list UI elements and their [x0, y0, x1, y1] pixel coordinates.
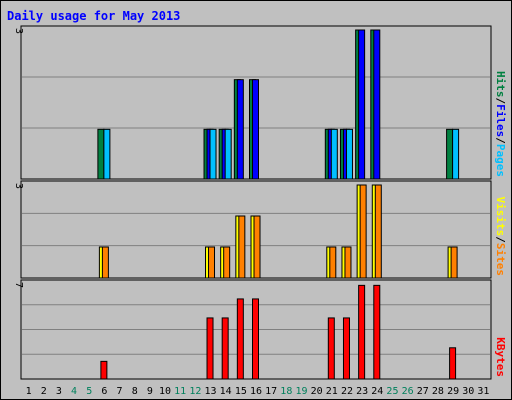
bar-kbytes-day-6 [100, 360, 108, 380]
bar-sites-day-23 [359, 184, 367, 279]
bar-sites-day-22 [344, 246, 352, 279]
bar-kbytes-day-24 [373, 284, 381, 380]
x-tick-label-day-11: 11 [174, 386, 186, 397]
bar-kbytes-day-21 [327, 317, 335, 380]
bar-sites-day-14 [223, 246, 231, 279]
bar-pages-day-22 [345, 128, 353, 180]
chart-title: Daily usage for May 2013 [7, 9, 180, 23]
bar-pages-day-29 [452, 128, 460, 180]
x-tick-label-day-23: 23 [356, 386, 368, 397]
x-tick-label-day-1: 1 [26, 386, 32, 397]
legend-kbytes: KBytes [494, 337, 507, 377]
legend-files: Files [494, 104, 507, 137]
bar-sites-day-24 [374, 184, 382, 279]
x-tick-label-day-14: 14 [220, 386, 232, 397]
x-tick-label-day-24: 24 [371, 386, 383, 397]
x-tick-label-day-25: 25 [386, 386, 398, 397]
x-tick-label-day-31: 31 [477, 386, 489, 397]
legend-separator: / [494, 98, 507, 105]
panel-kbytes: 7 KBytes [13, 279, 507, 380]
bar-pages-day-13 [209, 128, 217, 180]
x-tick-label-day-15: 15 [235, 386, 247, 397]
legend-separator: / [494, 236, 507, 243]
bar-hits-day-6 [97, 128, 105, 180]
bar-kbytes-day-15 [236, 298, 244, 380]
bar-pages-day-14 [224, 128, 232, 180]
legend-pages: Pages [494, 144, 507, 177]
bar-sites-day-15 [238, 215, 246, 279]
x-tick-label-day-21: 21 [326, 386, 338, 397]
y-max-label: 7 [13, 282, 24, 288]
x-tick-label-day-20: 20 [311, 386, 323, 397]
bar-kbytes-day-29 [449, 347, 457, 380]
bar-files-day-16 [252, 79, 259, 180]
bar-hits-day-29 [446, 128, 454, 180]
x-tick-label-day-30: 30 [462, 386, 474, 397]
bar-kbytes-day-13 [206, 317, 214, 380]
bar-sites-day-13 [208, 246, 216, 279]
legend-visits: Visits [494, 197, 507, 237]
bar-pages-day-21 [330, 128, 338, 180]
x-tick-label-day-4: 4 [71, 386, 77, 397]
x-tick-label-day-8: 8 [132, 386, 138, 397]
bar-sites-day-16 [253, 215, 261, 279]
x-tick-label-day-19: 19 [295, 386, 307, 397]
legend-sites: Sites [494, 243, 507, 276]
panel-visits_sites: 3 Visits/Sites [13, 180, 507, 279]
x-tick-label-day-16: 16 [250, 386, 262, 397]
bar-kbytes-day-22 [342, 317, 350, 380]
x-tick-label-day-28: 28 [432, 386, 444, 397]
bar-files-day-24 [373, 29, 381, 180]
y-max-label: 3 [13, 183, 24, 189]
x-tick-label-day-26: 26 [402, 386, 414, 397]
x-tick-label-day-17: 17 [265, 386, 277, 397]
x-tick-label-day-22: 22 [341, 386, 353, 397]
bar-sites-day-6 [101, 246, 109, 279]
bar-sites-day-21 [329, 246, 337, 279]
bar-files-day-15 [236, 79, 244, 180]
legend-hits: Hits [494, 71, 507, 98]
legend-separator: / [494, 137, 507, 144]
x-tick-label-day-5: 5 [86, 386, 92, 397]
x-tick-label-day-6: 6 [101, 386, 107, 397]
x-tick-label-day-12: 12 [189, 386, 201, 397]
x-tick-label-day-29: 29 [447, 386, 459, 397]
x-tick-label-day-18: 18 [280, 386, 292, 397]
bar-pages-day-6 [103, 128, 111, 180]
y-max-label: 3 [13, 28, 24, 34]
x-tick-label-day-2: 2 [41, 386, 47, 397]
x-tick-label-day-9: 9 [147, 386, 153, 397]
bar-kbytes-day-14 [221, 317, 229, 380]
legend: Visits/Sites [494, 197, 507, 277]
bar-kbytes-day-16 [252, 298, 259, 380]
bar-files-day-23 [358, 29, 366, 180]
legend: KBytes [494, 337, 507, 377]
x-tick-label-day-3: 3 [56, 386, 62, 397]
bar-sites-day-29 [450, 246, 458, 279]
bar-kbytes-day-23 [358, 284, 366, 380]
x-tick-label-day-10: 10 [159, 386, 171, 397]
legend: Hits/Files/Pages [494, 71, 507, 177]
x-tick-label-day-27: 27 [417, 386, 429, 397]
x-tick-label-day-7: 7 [117, 386, 123, 397]
x-tick-label-day-13: 13 [204, 386, 216, 397]
